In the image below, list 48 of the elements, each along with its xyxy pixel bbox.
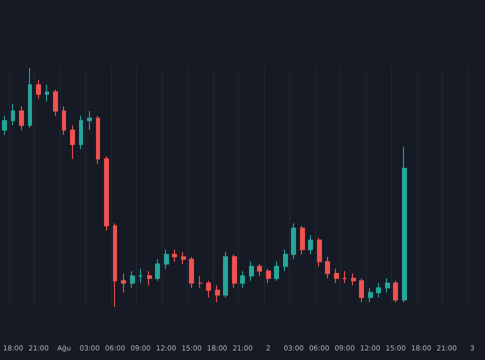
candlestick <box>11 103 15 126</box>
candlestick <box>206 280 211 298</box>
candlestick <box>79 115 83 150</box>
candlestick <box>249 261 254 282</box>
candlestick <box>266 268 271 284</box>
candlestick <box>147 270 152 286</box>
candlestick <box>96 115 100 164</box>
candlestick <box>274 261 279 282</box>
candlestick <box>164 249 169 270</box>
candlestick <box>223 252 228 298</box>
candlestick <box>62 106 66 136</box>
candlestick <box>2 115 7 136</box>
candlestick <box>189 256 194 288</box>
candlestick <box>138 268 143 284</box>
candlestick <box>121 273 126 294</box>
candlestick <box>70 124 75 160</box>
candlestick <box>334 268 339 284</box>
candlestick <box>257 263 262 276</box>
candlestick <box>393 280 398 303</box>
candlestick <box>240 270 245 288</box>
candlestick <box>402 146 407 303</box>
candlestick <box>87 110 92 131</box>
candlestick <box>36 79 41 100</box>
candlestick <box>172 249 177 262</box>
candlestick <box>28 68 32 128</box>
candlestick <box>130 270 135 288</box>
candlestick <box>385 278 390 294</box>
candlestick <box>53 89 58 116</box>
candlestick <box>181 252 186 264</box>
candlestick <box>19 106 24 131</box>
candlestick <box>359 278 364 303</box>
candlestick <box>317 237 322 267</box>
candlestick <box>113 222 117 308</box>
candlestick <box>351 273 356 286</box>
candlestick <box>368 287 373 303</box>
candlestick <box>283 249 288 272</box>
candlestick <box>45 84 49 102</box>
candlestick <box>215 284 220 303</box>
candlestick <box>300 225 305 255</box>
candlestick <box>232 254 237 288</box>
candlestick <box>155 258 160 282</box>
candlestick <box>198 275 203 288</box>
candlestick <box>376 282 381 298</box>
candlestick <box>291 222 296 260</box>
candlestick <box>325 256 330 279</box>
candlestick <box>308 234 313 255</box>
candlestick <box>342 270 347 284</box>
candlestick <box>104 156 109 232</box>
